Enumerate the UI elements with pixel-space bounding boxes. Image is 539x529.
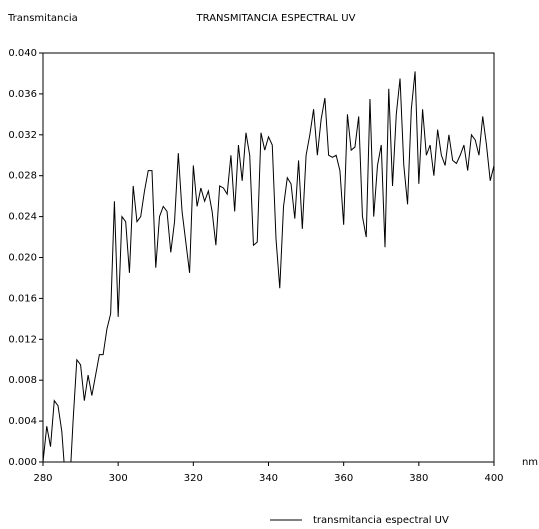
- y-tick-label: 0.028: [8, 171, 37, 182]
- x-tick-label: 340: [259, 473, 278, 484]
- y-tick-label: 0.000: [8, 457, 37, 468]
- x-tick-label: 300: [109, 473, 128, 484]
- legend-label: transmitancia espectral UV: [313, 515, 449, 526]
- y-tick-label: 0.040: [8, 48, 37, 59]
- y-tick-label: 0.012: [8, 334, 37, 345]
- y-axis-label: Transmitancia: [7, 13, 78, 24]
- x-tick-label: 320: [184, 473, 203, 484]
- x-tick-label: 360: [334, 473, 353, 484]
- y-tick-label: 0.008: [8, 375, 37, 386]
- y-tick-label: 0.004: [8, 416, 37, 427]
- plot-frame: [42, 52, 495, 463]
- data-line: [43, 71, 494, 462]
- x-tick-label: 400: [484, 473, 503, 484]
- x-axis-label: nm: [522, 457, 538, 468]
- y-tick-label: 0.024: [8, 212, 37, 223]
- y-tick-label: 0.036: [8, 89, 37, 100]
- y-tick-label: 0.020: [8, 253, 37, 264]
- plot-area: [43, 71, 494, 462]
- x-tick-label: 280: [33, 473, 52, 484]
- x-tick-label: 380: [409, 473, 428, 484]
- y-tick-label: 0.016: [8, 293, 37, 304]
- chart-title: TRANSMITANCIA ESPECTRAL UV: [196, 13, 356, 24]
- y-tick-label: 0.032: [8, 130, 37, 141]
